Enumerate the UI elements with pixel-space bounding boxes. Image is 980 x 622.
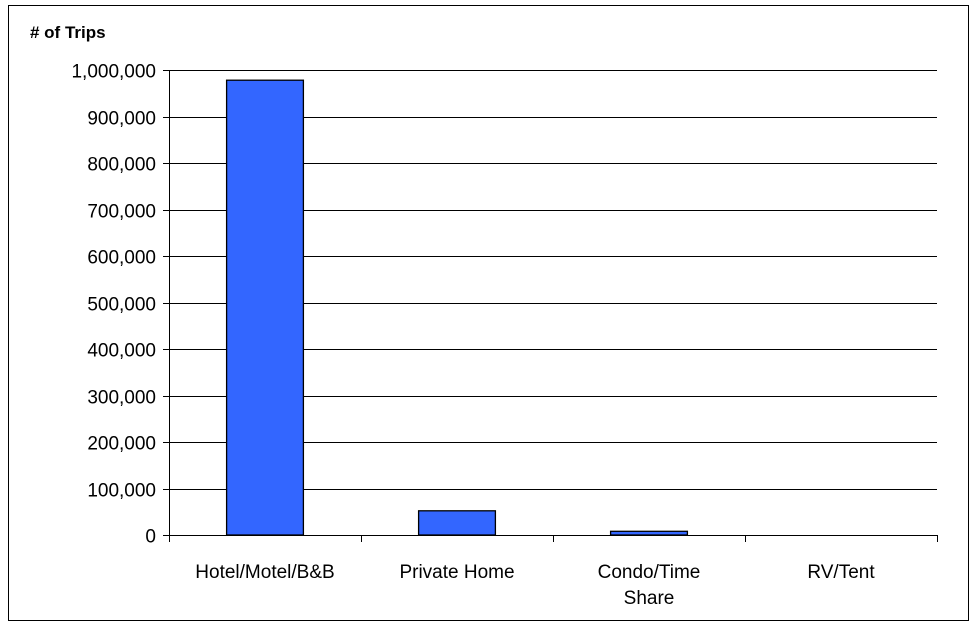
y-tick-label: 1,000,000 xyxy=(71,62,156,83)
bar xyxy=(609,530,689,536)
x-tick-label: Condo/Time Share xyxy=(598,562,701,609)
x-tick-label: Hotel/Motel/B&B xyxy=(195,562,334,583)
x-tick-label-line: Hotel/Motel/B&B xyxy=(195,562,334,583)
x-axis: Hotel/Motel/B&B Private Home Condo/Time Sha… xyxy=(169,535,938,609)
y-tick-label: 800,000 xyxy=(87,155,156,176)
y-tick-label: 600,000 xyxy=(87,248,156,269)
y-tick-label: 700,000 xyxy=(87,202,156,223)
x-tick-label-line: Condo/Time xyxy=(598,562,701,583)
x-tick-label-line: RV/Tent xyxy=(807,562,875,583)
y-tick-label: 0 xyxy=(145,527,156,548)
y-tick-label: 500,000 xyxy=(87,295,156,316)
x-tick-label-line: Share xyxy=(624,588,675,609)
bar xyxy=(417,510,497,536)
x-tick-label: RV/Tent xyxy=(807,562,875,583)
y-tick-label: 100,000 xyxy=(87,481,156,502)
x-tick-label: Private Home xyxy=(399,562,514,583)
y-tick-label: 300,000 xyxy=(87,388,156,409)
y-tick-label: 200,000 xyxy=(87,434,156,455)
bars xyxy=(225,79,689,536)
y-tick-label: 900,000 xyxy=(87,109,156,130)
x-tick-label-line: Private Home xyxy=(399,562,514,583)
bar xyxy=(225,79,305,536)
y-axis-title: # of Trips xyxy=(30,23,106,42)
y-tick-label: 400,000 xyxy=(87,341,156,362)
y-axis: 0 100,000 200,000 300,000 400,000 500,000 600,… xyxy=(71,62,170,548)
